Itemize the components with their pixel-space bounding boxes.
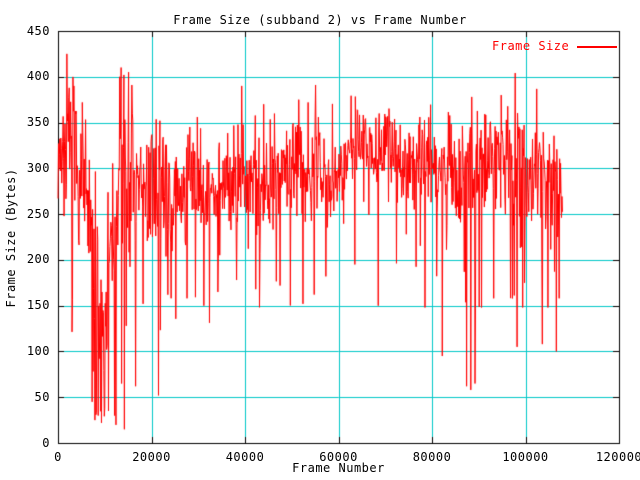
x-tick-label: 0 (54, 450, 62, 464)
x-tick-label: 40000 (225, 450, 265, 464)
x-tick-label: 20000 (132, 450, 171, 464)
x-tick-label: 100000 (502, 450, 549, 464)
y-tick-label: 350 (26, 115, 50, 130)
x-axis-label: Frame Number (292, 461, 385, 475)
y-tick-label: 150 (26, 298, 50, 313)
chart-title: Frame Size (subband 2) vs Frame Number (173, 13, 467, 27)
y-tick-label: 250 (26, 206, 50, 221)
y-tick-label: 100 (26, 343, 50, 358)
y-tick-label: 300 (26, 160, 50, 175)
x-tick-label: 60000 (319, 450, 358, 464)
x-tick-label: 80000 (412, 450, 452, 464)
legend-line-sample-icon (577, 45, 618, 48)
legend: Frame Size (492, 39, 618, 53)
y-tick-label: 200 (26, 252, 50, 267)
y-tick-label: 50 (34, 389, 50, 404)
y-tick-label: 0 (42, 435, 50, 450)
x-tick-label: 120000 (595, 450, 640, 464)
y-tick-label: 400 (26, 69, 50, 84)
y-tick-label: 450 (26, 23, 50, 38)
legend-series-label: Frame Size (492, 39, 570, 53)
